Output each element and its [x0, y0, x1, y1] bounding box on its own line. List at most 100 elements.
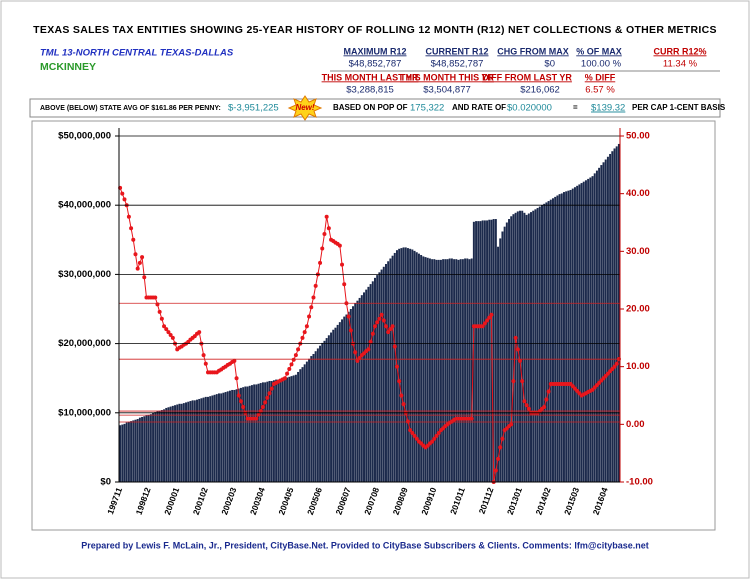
metric-label: DIFF FROM LAST YR: [482, 72, 572, 82]
bar: [343, 316, 346, 482]
line-marker: [612, 364, 617, 369]
line-marker: [241, 405, 246, 410]
bar: [512, 214, 515, 483]
bar: [182, 403, 185, 482]
line-marker: [153, 295, 158, 300]
line-marker: [432, 436, 437, 441]
bar: [198, 398, 201, 482]
bar: [409, 248, 412, 482]
y-tick-label: $30,000,000: [58, 269, 111, 280]
line-marker: [489, 312, 494, 317]
y2-tick-label: 50.00: [626, 131, 650, 142]
bar: [378, 272, 381, 482]
y2-tick-label: 30.00: [626, 246, 650, 257]
line-marker: [322, 232, 327, 237]
bar: [461, 259, 464, 482]
bar: [222, 392, 225, 482]
line-marker: [337, 243, 342, 248]
line-marker: [256, 412, 261, 417]
rate-value: $0.020000: [507, 103, 552, 114]
metric-label: THIS MONTH LAST YR: [322, 72, 419, 82]
bar: [266, 381, 269, 482]
line-marker: [131, 237, 136, 242]
bar: [259, 383, 262, 482]
bar: [598, 167, 601, 482]
metric-value: 6.57 %: [585, 85, 615, 96]
bar: [327, 335, 330, 482]
bar: [617, 143, 620, 482]
metric-label: MAXIMUM R12: [343, 46, 406, 56]
bar: [593, 173, 596, 483]
bar: [567, 190, 570, 482]
bar: [384, 264, 387, 482]
bar: [492, 219, 495, 483]
bar: [562, 192, 565, 482]
metric-value: $48,852,787: [349, 59, 402, 70]
line-marker: [320, 246, 325, 251]
bar: [547, 201, 550, 482]
per-cap-label: PER CAP 1-CENT BASIS: [632, 103, 726, 112]
line-marker: [386, 330, 391, 335]
bar: [527, 213, 530, 482]
bar: [464, 258, 467, 482]
y2-tick-label: 20.00: [626, 304, 650, 315]
bar: [330, 332, 333, 482]
line-marker: [201, 353, 206, 358]
y-tick-label: $10,000,000: [58, 407, 111, 418]
line-marker: [498, 445, 503, 450]
bar: [519, 210, 522, 482]
bar: [369, 284, 372, 482]
bar: [123, 423, 126, 482]
line-marker: [526, 406, 531, 411]
bar: [310, 356, 313, 482]
bar: [281, 378, 284, 482]
line-marker: [469, 416, 474, 421]
bar: [382, 266, 385, 482]
bar: [180, 403, 183, 482]
bar: [387, 261, 390, 482]
metric-value: 11.34 %: [663, 59, 698, 70]
bar: [235, 389, 238, 482]
metric-label: THIS MONTH THIS YR: [400, 72, 494, 82]
bar: [508, 219, 511, 483]
pop-label: BASED ON POP OF: [333, 103, 408, 112]
bar: [497, 246, 500, 482]
bar: [270, 380, 273, 482]
line-marker: [126, 214, 131, 219]
bar: [404, 247, 407, 482]
bar: [470, 258, 473, 482]
line-marker: [375, 320, 380, 325]
bar: [587, 178, 590, 483]
bar: [141, 416, 144, 482]
bar: [413, 250, 416, 482]
line-marker: [307, 314, 312, 319]
bar: [125, 422, 128, 482]
bar: [207, 396, 209, 482]
bar: [459, 259, 462, 482]
line-marker: [524, 403, 529, 408]
line-marker: [159, 316, 164, 321]
bar: [371, 281, 374, 482]
bar: [428, 258, 431, 482]
bar: [228, 390, 231, 482]
line-marker: [394, 364, 399, 369]
line-marker: [509, 422, 514, 427]
bar: [165, 407, 168, 482]
bar: [530, 212, 532, 482]
bar: [442, 259, 445, 482]
line-marker: [436, 430, 441, 435]
line-marker: [260, 405, 265, 410]
bar: [336, 324, 339, 482]
line-marker: [377, 316, 382, 321]
bar: [354, 303, 357, 482]
footer: Prepared by Lewis F. McLain, Jr., Presid…: [81, 540, 648, 550]
bar: [248, 385, 251, 482]
line-marker: [263, 400, 268, 405]
y2-tick-label: 40.00: [626, 188, 650, 199]
bar: [277, 379, 280, 482]
bar: [345, 314, 348, 482]
line-marker: [285, 371, 290, 376]
bar: [584, 180, 587, 482]
bar: [365, 289, 368, 482]
